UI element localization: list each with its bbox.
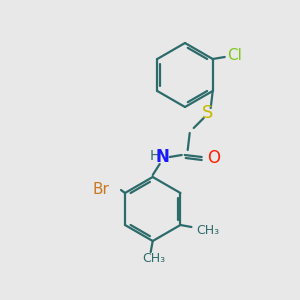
Text: CH₃: CH₃ — [143, 253, 166, 266]
Text: Cl: Cl — [227, 49, 242, 64]
Text: H: H — [149, 149, 160, 163]
Text: Br: Br — [92, 182, 109, 197]
Text: S: S — [202, 104, 213, 122]
Text: N: N — [156, 148, 170, 166]
Text: O: O — [207, 149, 220, 167]
Text: CH₃: CH₃ — [196, 224, 220, 236]
